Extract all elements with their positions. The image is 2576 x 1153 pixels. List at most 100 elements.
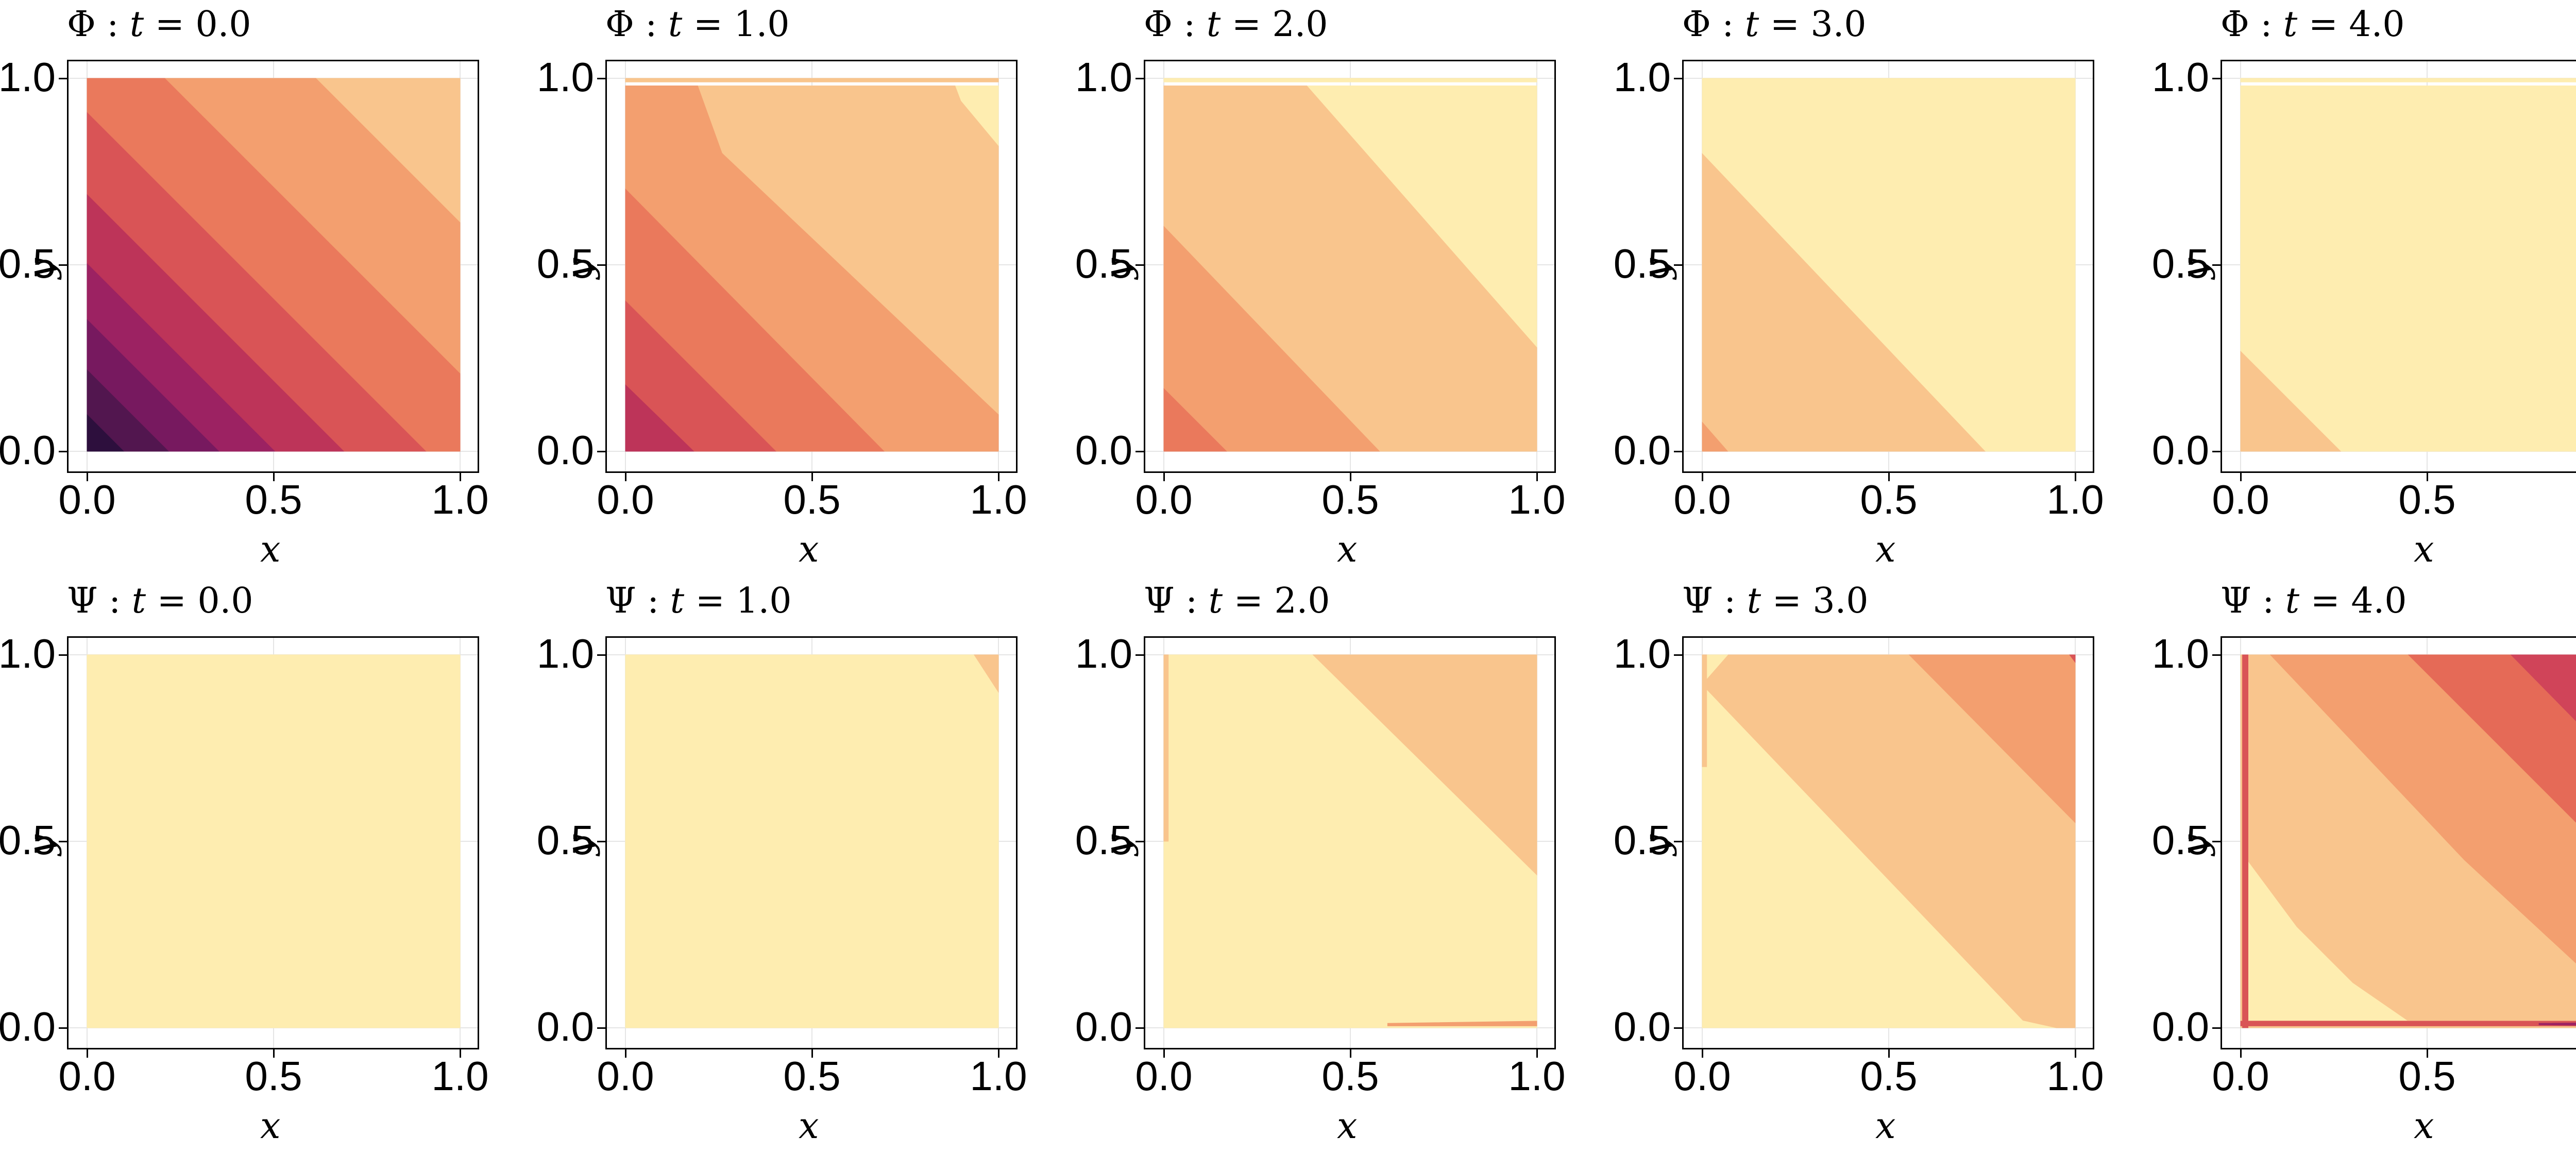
y-tick-mark: [1136, 654, 1144, 656]
panel-title: Φ : t = 4.0: [2221, 4, 2405, 45]
contour-band: [2240, 86, 2576, 452]
y-tick-mark: [597, 78, 605, 79]
y-tick-mark: [59, 654, 67, 656]
x-tick-label: 1.0: [431, 1053, 489, 1099]
y-tick-label: 1.0: [536, 631, 594, 676]
contour-band: [1163, 654, 1169, 842]
x-axis-label: x: [799, 528, 819, 570]
y-axis-label: y: [1096, 258, 1139, 279]
contour-panel-phi-t0_0: Φ : t = 0.0 0.0 0.5 1.0 0.0 0.5 1.0 x y: [0, 0, 489, 576]
y-tick-label: 0.0: [0, 1004, 56, 1049]
y-tick-mark: [1136, 841, 1144, 842]
contour-panel-phi-t4_0: Φ : t = 4.0 0.0 0.5 1.0 0.0 0.5 1.0 x y: [2094, 0, 2576, 576]
y-axis-label: y: [2173, 258, 2216, 279]
panel-title: Ψ : t = 0.0: [67, 581, 253, 621]
x-tick-label: 0.0: [58, 1053, 116, 1099]
x-tick-label: 1.0: [2046, 477, 2104, 522]
contour-plot: [69, 61, 478, 471]
y-axis-label: y: [1635, 835, 1677, 855]
x-tick-mark: [2075, 1049, 2076, 1058]
contour-band: [1387, 1021, 1537, 1026]
y-tick-mark: [2212, 654, 2221, 656]
x-tick-label: 0.0: [2212, 1053, 2269, 1099]
y-tick-mark: [59, 1027, 67, 1029]
contour-band: [1702, 78, 2076, 452]
y-tick-label: 1.0: [0, 631, 56, 676]
contour-band: [2240, 1021, 2576, 1026]
x-tick-mark: [811, 1049, 813, 1058]
contour-band: [2069, 654, 2076, 663]
contour-plot: [607, 638, 1016, 1048]
x-tick-mark: [1163, 1049, 1165, 1058]
y-tick-mark: [59, 841, 67, 842]
panel-title: Φ : t = 2.0: [1144, 4, 1328, 45]
y-tick-label: 0.0: [1075, 1004, 1132, 1049]
contour-band: [1163, 78, 1537, 82]
y-tick-label: 1.0: [2151, 631, 2209, 676]
x-tick-label: 0.0: [1673, 477, 1731, 522]
x-tick-mark: [2427, 473, 2428, 481]
y-tick-mark: [59, 264, 67, 266]
contour-band: [2538, 1023, 2576, 1026]
x-tick-label: 0.0: [1135, 1053, 1193, 1099]
contour-panel-phi-t2_0: Φ : t = 2.0 0.0 0.5 1.0 0.0 0.5 1.0 x y: [1018, 0, 1566, 576]
y-tick-mark: [1136, 78, 1144, 79]
x-tick-label: 0.5: [783, 477, 841, 522]
panel-title: Ψ : t = 3.0: [1682, 581, 1869, 621]
contour-panel-psi-t3_0: Ψ : t = 3.0 0.0 0.5 1.0 0.0 0.5 1.0 x y: [1556, 576, 2104, 1153]
x-axis-label: x: [799, 1105, 819, 1147]
y-tick-label: 0.0: [536, 1004, 594, 1049]
y-tick-mark: [597, 654, 605, 656]
y-tick-label: 0.5: [2151, 817, 2209, 863]
contour-band: [1307, 86, 1537, 348]
x-axis-label: x: [260, 528, 281, 570]
y-tick-label: 0.0: [1613, 427, 1671, 473]
y-tick-mark: [597, 1027, 605, 1029]
x-tick-mark: [273, 473, 275, 481]
y-tick-mark: [1136, 264, 1144, 266]
x-tick-mark: [87, 473, 88, 481]
contour-band: [2240, 78, 2576, 82]
contour-band: [87, 654, 461, 1028]
y-axis-label: y: [2173, 835, 2216, 855]
x-tick-label: 1.0: [2046, 1053, 2104, 1099]
contour-panel-phi-t1_0: Φ : t = 1.0 0.0 0.5 1.0 0.0 0.5 1.0 x y: [479, 0, 1027, 576]
x-tick-label: 0.5: [1860, 1053, 1918, 1099]
y-tick-label: 0.5: [2151, 241, 2209, 286]
x-tick-mark: [625, 1049, 626, 1058]
x-tick-label: 0.5: [2398, 477, 2456, 522]
contour-plot: [1145, 61, 1554, 471]
y-tick-mark: [2212, 264, 2221, 266]
contour-band: [1702, 654, 2076, 1028]
y-tick-mark: [1674, 1027, 1682, 1029]
panel-title: Φ : t = 3.0: [1682, 4, 1867, 45]
y-tick-mark: [1674, 78, 1682, 79]
y-tick-label: 0.5: [1075, 241, 1132, 286]
y-tick-label: 0.5: [1613, 817, 1671, 863]
x-tick-label: 1.0: [1508, 1053, 1566, 1099]
x-tick-mark: [1536, 1049, 1538, 1058]
y-tick-label: 1.0: [536, 54, 594, 100]
y-tick-mark: [1136, 1027, 1144, 1029]
contour-plot: [2222, 61, 2576, 471]
y-tick-label: 0.0: [0, 427, 56, 473]
panel-title: Ψ : t = 1.0: [605, 581, 792, 621]
contour-band: [973, 654, 999, 693]
plot-frame: [67, 60, 479, 473]
y-tick-label: 1.0: [0, 54, 56, 100]
contour-panel-psi-t4_0: Ψ : t = 4.0 0.0 0.5 1.0 0.0 0.5 1.0 x y: [2094, 576, 2576, 1153]
y-axis-label: y: [1096, 835, 1139, 855]
y-axis-label: y: [558, 835, 601, 855]
y-axis-label: y: [20, 835, 62, 855]
contour-plot: [1684, 61, 2093, 471]
x-tick-label: 1.0: [2562, 479, 2576, 520]
y-tick-label: 1.0: [1613, 54, 1671, 100]
contour-band: [625, 654, 999, 1028]
y-tick-label: 1.0: [1613, 631, 1671, 676]
x-tick-mark: [1536, 473, 1538, 481]
x-tick-label: 0.0: [1135, 477, 1193, 522]
y-tick-mark: [597, 451, 605, 452]
x-axis-label: x: [260, 1105, 281, 1147]
contour-band: [1312, 654, 1537, 876]
contour-band: [955, 86, 999, 146]
